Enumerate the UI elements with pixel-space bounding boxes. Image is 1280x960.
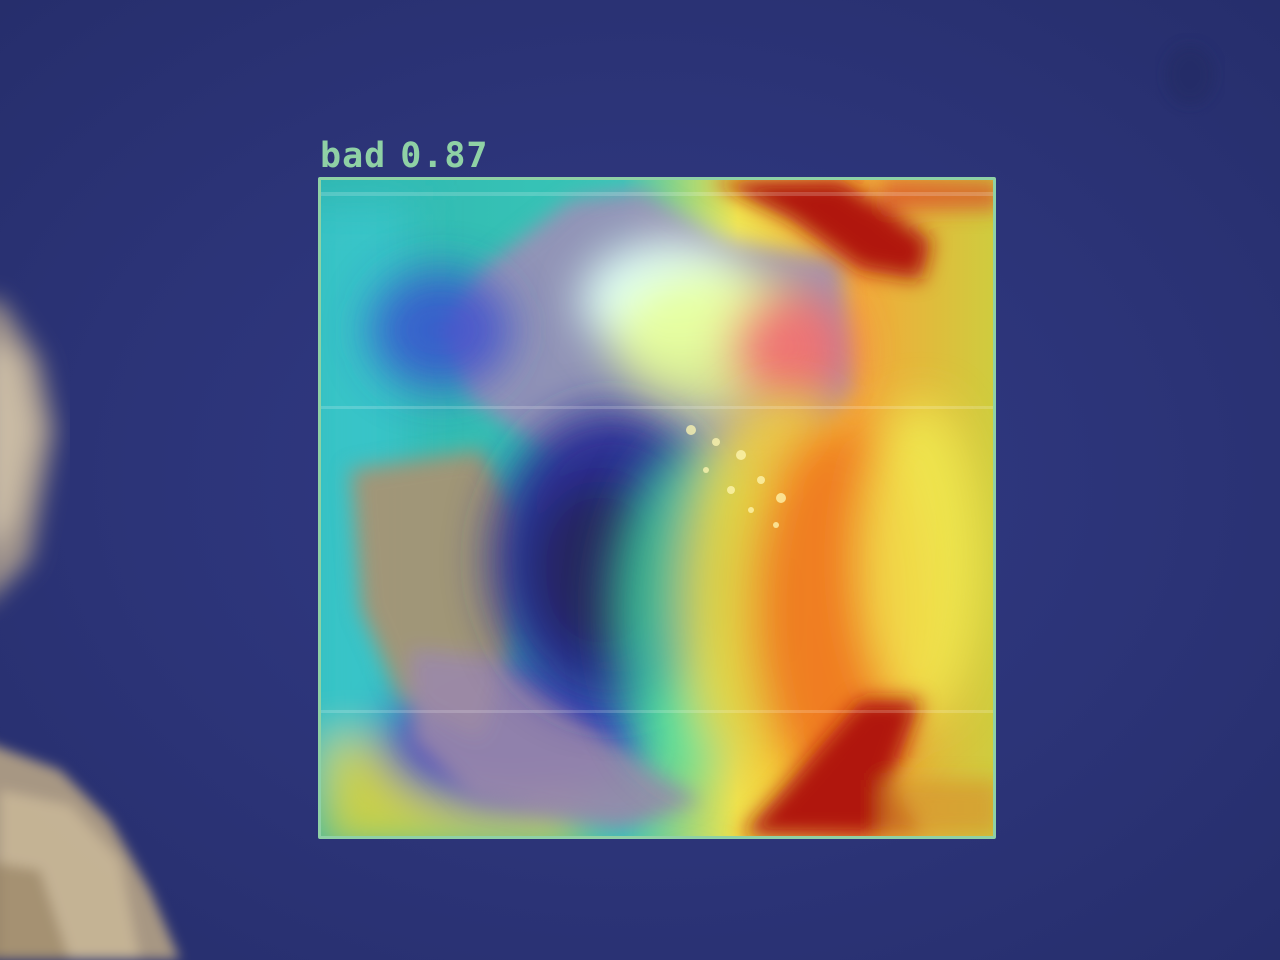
crystal-sparkles (686, 425, 786, 528)
class-label: bad (320, 136, 387, 176)
detection-label: bad 0.87 (320, 136, 489, 176)
bottom-left-crystal-blur (0, 747, 180, 960)
bounding-box (318, 177, 996, 839)
heatmap-overlay (321, 180, 993, 836)
left-crystal-blur (0, 300, 55, 590)
hot-bands (711, 180, 993, 836)
confidence-score: 0.87 (400, 136, 489, 176)
